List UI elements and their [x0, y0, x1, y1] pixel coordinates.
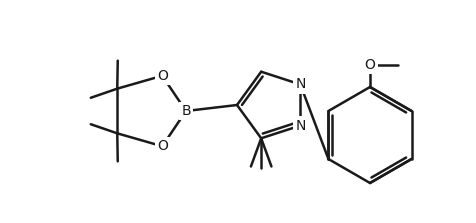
Text: O: O [157, 69, 168, 83]
Text: B: B [181, 104, 191, 118]
Text: O: O [157, 139, 168, 153]
Text: N: N [295, 77, 306, 91]
Text: O: O [365, 58, 376, 72]
Text: N: N [295, 119, 306, 132]
